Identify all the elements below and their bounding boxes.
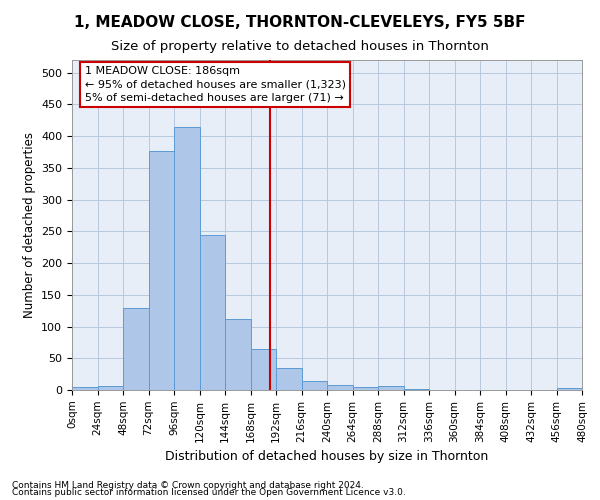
Bar bbox=[225, 319, 251, 390]
Bar bbox=[353, 387, 378, 390]
Bar bbox=[404, 388, 429, 390]
Bar bbox=[251, 349, 276, 390]
Bar bbox=[174, 126, 199, 390]
Text: Contains public sector information licensed under the Open Government Licence v3: Contains public sector information licen… bbox=[12, 488, 406, 497]
Bar bbox=[199, 234, 225, 390]
Text: Contains HM Land Registry data © Crown copyright and database right 2024.: Contains HM Land Registry data © Crown c… bbox=[12, 480, 364, 490]
Bar bbox=[123, 308, 149, 390]
X-axis label: Distribution of detached houses by size in Thornton: Distribution of detached houses by size … bbox=[166, 450, 488, 463]
Y-axis label: Number of detached properties: Number of detached properties bbox=[23, 132, 35, 318]
Bar bbox=[72, 388, 97, 390]
Text: 1 MEADOW CLOSE: 186sqm
← 95% of detached houses are smaller (1,323)
5% of semi-d: 1 MEADOW CLOSE: 186sqm ← 95% of detached… bbox=[85, 66, 346, 102]
Bar bbox=[378, 386, 404, 390]
Bar bbox=[149, 152, 174, 390]
Bar bbox=[302, 381, 327, 390]
Text: 1, MEADOW CLOSE, THORNTON-CLEVELEYS, FY5 5BF: 1, MEADOW CLOSE, THORNTON-CLEVELEYS, FY5… bbox=[74, 15, 526, 30]
Bar bbox=[557, 388, 582, 390]
Bar bbox=[276, 368, 302, 390]
Text: Size of property relative to detached houses in Thornton: Size of property relative to detached ho… bbox=[111, 40, 489, 53]
Bar bbox=[97, 386, 123, 390]
Bar bbox=[327, 385, 353, 390]
